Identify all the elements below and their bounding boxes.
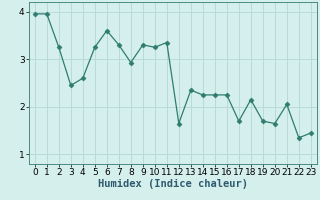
X-axis label: Humidex (Indice chaleur): Humidex (Indice chaleur) <box>98 179 248 189</box>
